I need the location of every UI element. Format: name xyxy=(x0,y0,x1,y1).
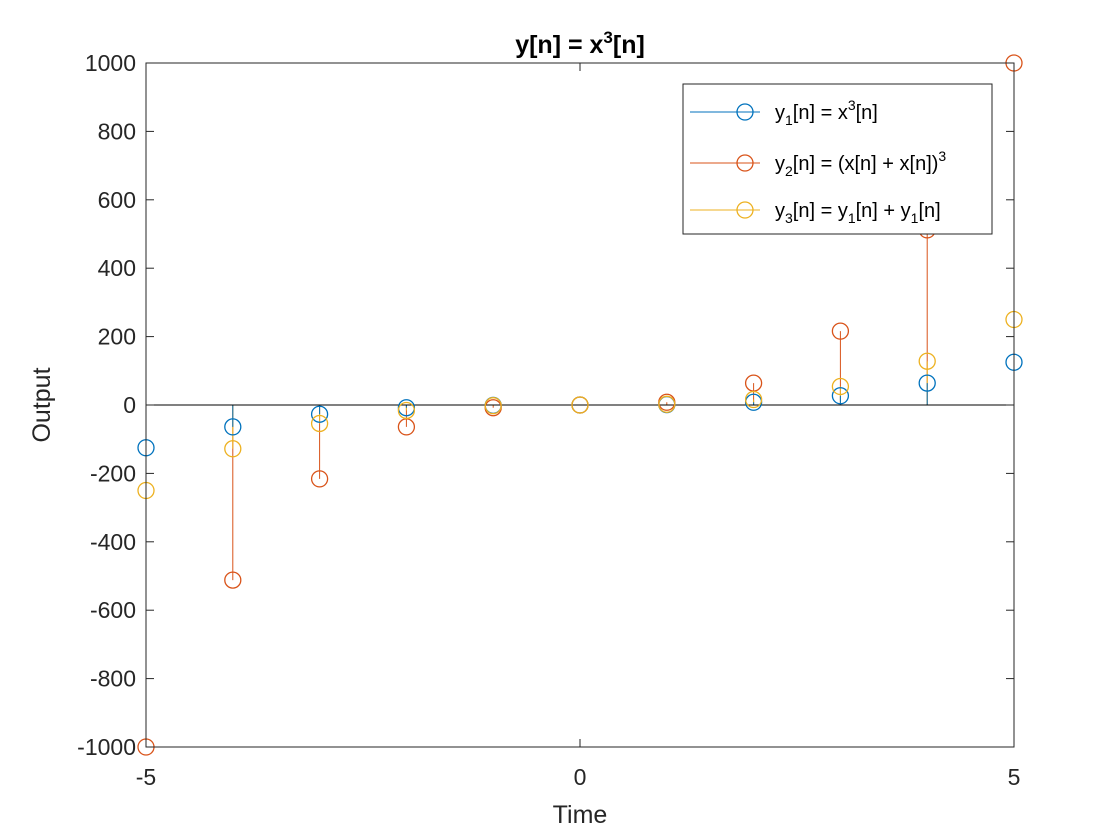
legend-label-part: y xyxy=(775,200,785,222)
stem-marker xyxy=(224,571,242,589)
stem-marker xyxy=(744,390,763,409)
legend-label-part: [n] xyxy=(918,200,940,222)
stem-marker xyxy=(397,401,416,420)
x-axis-label: Time xyxy=(553,801,608,829)
y-tick-label: 1000 xyxy=(85,50,136,76)
stem-marker xyxy=(831,387,850,405)
x-tick-label: 0 xyxy=(574,764,587,790)
x-tick-label: -5 xyxy=(136,764,156,790)
stem-marker xyxy=(310,470,329,488)
stem-marker xyxy=(224,418,242,436)
y-tick-label: -600 xyxy=(90,597,136,623)
legend-marker xyxy=(736,154,754,172)
legend-marker xyxy=(736,201,754,219)
chart-title-base: y[n] = x xyxy=(515,31,603,59)
y-tick-label: -200 xyxy=(90,460,136,486)
stem-marker xyxy=(918,374,936,392)
y-tick-label: 800 xyxy=(98,118,136,144)
legend-label-part: 1 xyxy=(785,112,793,128)
legend-label-part: 1 xyxy=(911,210,919,226)
legend-label: y3[n] = y1[n] + y1[n] xyxy=(775,200,941,226)
legend-label-part: y xyxy=(775,153,785,175)
y-tick-label: -1000 xyxy=(77,734,136,760)
y-tick-label: 200 xyxy=(98,324,136,350)
chart-title-tail: [n] xyxy=(613,31,645,59)
stem-marker xyxy=(571,396,589,414)
stem-marker xyxy=(484,397,502,415)
stem-marker xyxy=(831,377,850,396)
stem-marker xyxy=(658,395,676,413)
legend-label: y1[n] = x3[n] xyxy=(775,97,878,128)
legend-label-part: [n] = y xyxy=(793,200,848,222)
legend-label-part: [n] = (x[n] + x[n]) xyxy=(793,153,939,175)
y-tick-label: 600 xyxy=(98,187,136,213)
legend-label: y2[n] = (x[n] + x[n])3 xyxy=(775,148,946,179)
markers-layer xyxy=(137,54,1023,756)
stem-marker xyxy=(224,440,242,458)
legend-label-part: 3 xyxy=(938,148,946,164)
legend: y1[n] = x3[n]y2[n] = (x[n] + x[n])3y3[n]… xyxy=(682,83,993,235)
stem-marker xyxy=(310,405,329,423)
chart-title-superscript: 3 xyxy=(603,28,612,47)
legend-label-part: 2 xyxy=(785,163,793,179)
y-tick-label: -400 xyxy=(90,529,136,555)
stem-marker xyxy=(918,352,936,370)
y-tick-label: 0 xyxy=(123,392,136,418)
legend-label-part: [n] xyxy=(856,102,878,124)
legend-marker xyxy=(736,103,754,121)
stem-marker xyxy=(310,414,329,433)
y-tick-label: -800 xyxy=(90,666,136,692)
legend-label-part: y xyxy=(775,102,785,124)
legend-label-part: 3 xyxy=(848,97,856,113)
y-tick-label: 400 xyxy=(98,255,136,281)
legend-label-part: [n] = x xyxy=(793,102,848,124)
legend-label-part: 1 xyxy=(848,210,856,226)
stem-marker xyxy=(831,322,850,340)
legend-label-part: [n] + y xyxy=(856,200,911,222)
chart-title: y[n] = x3[n] xyxy=(515,28,645,59)
ticks-layer: -5 0 5 -1000 -800 -600 -400 -200 0 200 400 600 800 10… xyxy=(77,50,1020,790)
y-axis-label: Output xyxy=(28,367,56,442)
legend-label-part: 3 xyxy=(785,210,793,226)
legend-box xyxy=(682,83,993,235)
x-tick-label: 5 xyxy=(1008,764,1021,790)
